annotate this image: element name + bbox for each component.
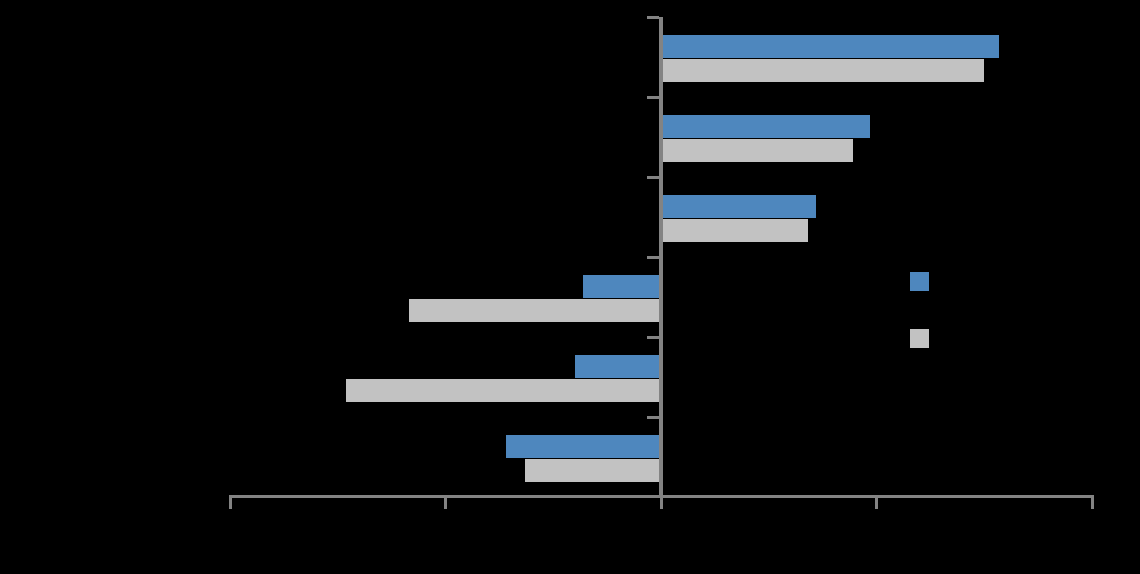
x-axis-tick-2 [659, 495, 663, 509]
legend-swatch-gray [910, 329, 929, 348]
y-axis-tick-1 [647, 96, 659, 99]
bar-series-blue-category-0 [661, 35, 1000, 58]
bar-series-blue-category-2 [661, 195, 817, 218]
y-axis-tick-5 [647, 416, 659, 419]
bar-series-gray-category-0 [661, 59, 985, 82]
bar-series-gray-category-1 [661, 139, 853, 162]
bar-series-gray-category-3 [408, 299, 661, 322]
x-axis-tick-4 [1090, 495, 1094, 509]
x-axis-tick-0 [228, 495, 232, 509]
x-axis-tick-1 [444, 495, 447, 509]
bar-series-gray-category-4 [346, 379, 661, 402]
y-axis-tick-2 [647, 176, 659, 179]
y-axis-tick-3 [647, 256, 659, 259]
bar-series-blue-category-4 [574, 355, 661, 378]
bar-series-blue-category-3 [583, 275, 661, 298]
bar-series-gray-category-5 [525, 459, 661, 482]
y-axis-tick-0 [647, 16, 659, 19]
y-axis-tick-4 [647, 336, 659, 339]
bar-series-blue-category-1 [661, 115, 870, 138]
y-axis-line [659, 17, 663, 498]
x-axis-line [230, 495, 1092, 498]
bar-series-gray-category-2 [661, 219, 808, 242]
bar-series-blue-category-5 [505, 435, 661, 458]
legend-swatch-blue [910, 272, 929, 291]
x-axis-tick-3 [875, 495, 878, 509]
